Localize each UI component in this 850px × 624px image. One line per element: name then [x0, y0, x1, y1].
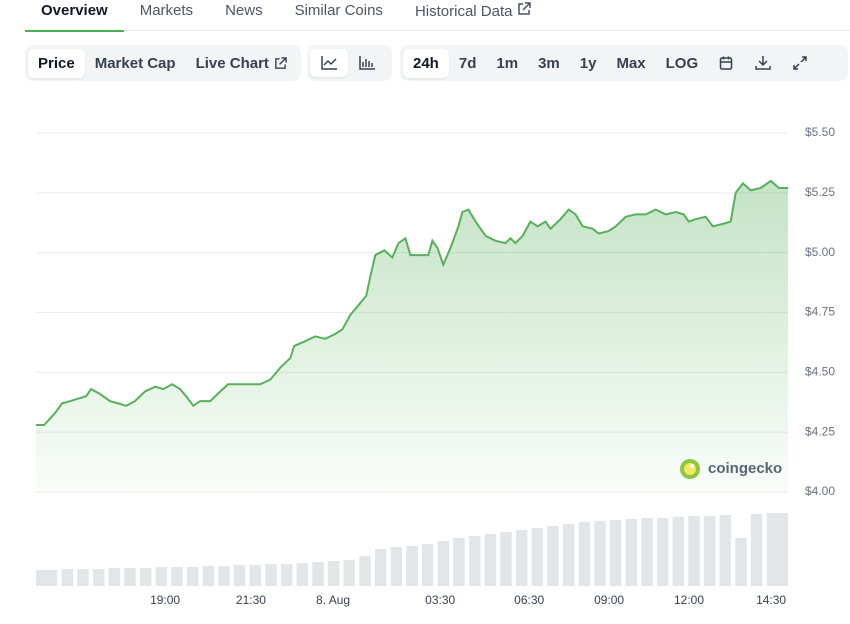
volume-bar — [77, 569, 89, 586]
volume-bar — [359, 556, 371, 586]
volume-bar — [171, 567, 183, 586]
x-tick-label: 21:30 — [236, 593, 266, 607]
volume-bar — [609, 520, 622, 586]
volume-bar — [531, 528, 544, 586]
range-group: 24h 7d 1m 3m 1y Max LOG — [400, 45, 848, 81]
tab[interactable]: Overview — [25, 0, 124, 32]
volume-bar — [421, 544, 434, 586]
x-tick-label: 19:00 — [150, 593, 180, 607]
chart-type-group — [307, 45, 392, 81]
volume-bar — [124, 568, 136, 586]
volume-bar — [672, 517, 685, 586]
external-icon — [517, 2, 531, 15]
watermark: coingecko — [680, 459, 782, 479]
view-group: Price Market Cap Live Chart — [25, 45, 301, 81]
volume-bar — [594, 521, 606, 586]
volume-bar — [547, 526, 559, 586]
volume-bar — [750, 514, 763, 586]
volume-bar — [735, 538, 747, 586]
tab[interactable]: Similar Coins — [294, 2, 383, 19]
volume-bar — [453, 538, 465, 586]
x-tick-label: 12:00 — [674, 593, 704, 607]
range-button[interactable]: LOG — [665, 54, 699, 72]
view-button[interactable]: Live Chart — [186, 49, 297, 78]
volume-bar — [343, 560, 356, 586]
y-tick-label: $4.00 — [805, 484, 835, 498]
view-button[interactable]: Price — [28, 48, 85, 78]
volume-bar — [641, 518, 653, 586]
bar-chart-button[interactable] — [348, 49, 386, 77]
volume-bar — [312, 562, 324, 586]
range-button[interactable]: 3m — [538, 54, 560, 72]
volume-bar — [61, 569, 74, 586]
y-tick-label: $4.25 — [805, 424, 835, 438]
volume-bar — [703, 516, 716, 586]
volume-bar — [656, 518, 669, 586]
volume-bar — [265, 564, 277, 586]
volume-bar — [108, 568, 121, 586]
y-tick-label: $4.50 — [805, 365, 835, 379]
y-tick-label: $4.75 — [805, 305, 835, 319]
download-button[interactable] — [744, 49, 782, 77]
y-tick-label: $5.00 — [805, 245, 835, 259]
volume-bar — [578, 522, 591, 586]
view-label[interactable]: Live Chart — [195, 54, 269, 72]
fullscreen-button[interactable] — [782, 49, 818, 77]
external-icon — [275, 56, 287, 69]
volume-bar — [625, 519, 638, 586]
volume-bar — [468, 536, 481, 586]
volume-bar — [515, 530, 528, 586]
range-button[interactable]: 1y — [579, 54, 597, 72]
volume-bar — [218, 566, 230, 586]
x-tick-label: 09:00 — [594, 593, 624, 607]
volume-bar — [45, 570, 58, 586]
volume-bar — [766, 513, 779, 586]
volume-bar — [327, 561, 340, 586]
price-line — [36, 179, 788, 426]
calendar-button[interactable] — [708, 49, 744, 77]
volume-bar — [139, 568, 152, 586]
volume-bar — [719, 515, 732, 586]
volume-bar — [92, 569, 105, 586]
tab[interactable]: Historical Data — [399, 0, 547, 30]
volume-bar — [688, 516, 700, 586]
y-tick-label: $5.50 — [805, 125, 835, 139]
volume-bar — [776, 513, 788, 586]
volume-bar — [36, 570, 48, 586]
volume-bar — [390, 547, 403, 586]
volume-bar — [186, 567, 199, 586]
volume-bar — [437, 541, 450, 586]
price-area — [36, 180, 788, 492]
range-button[interactable]: 1m — [496, 54, 519, 72]
y-tick-label: $5.25 — [805, 185, 835, 199]
range-button[interactable]: 7d — [458, 54, 477, 72]
tab[interactable]: Markets — [139, 2, 194, 19]
volume-bar — [374, 549, 387, 586]
tab-bar: Overview Markets News Similar Coins Hist… — [25, 0, 850, 32]
x-tick-label: 03:30 — [425, 593, 455, 607]
range-button[interactable]: Max — [616, 54, 646, 72]
volume-bar — [280, 564, 293, 586]
tab[interactable]: News — [225, 2, 263, 19]
volume-bar — [249, 565, 262, 586]
volume-bar — [233, 565, 246, 586]
view-button[interactable]: Market Cap — [94, 54, 176, 72]
volume-bar — [155, 567, 168, 586]
x-tick-label: 06:30 — [514, 593, 544, 607]
volume-bar — [406, 546, 418, 586]
tab-label[interactable]: Historical Data — [414, 3, 513, 20]
x-tick-label: 8. Aug — [316, 593, 350, 607]
line-chart-button[interactable] — [310, 49, 348, 77]
range-button[interactable]: 24h — [403, 48, 449, 78]
volume-bar — [202, 566, 215, 586]
volume-bar — [296, 563, 309, 586]
volume-bar — [562, 524, 575, 586]
watermark-text: coingecko — [708, 460, 782, 477]
x-tick-label: 14:30 — [756, 593, 786, 607]
volume-bar — [500, 532, 512, 586]
volume-bar — [484, 534, 497, 586]
